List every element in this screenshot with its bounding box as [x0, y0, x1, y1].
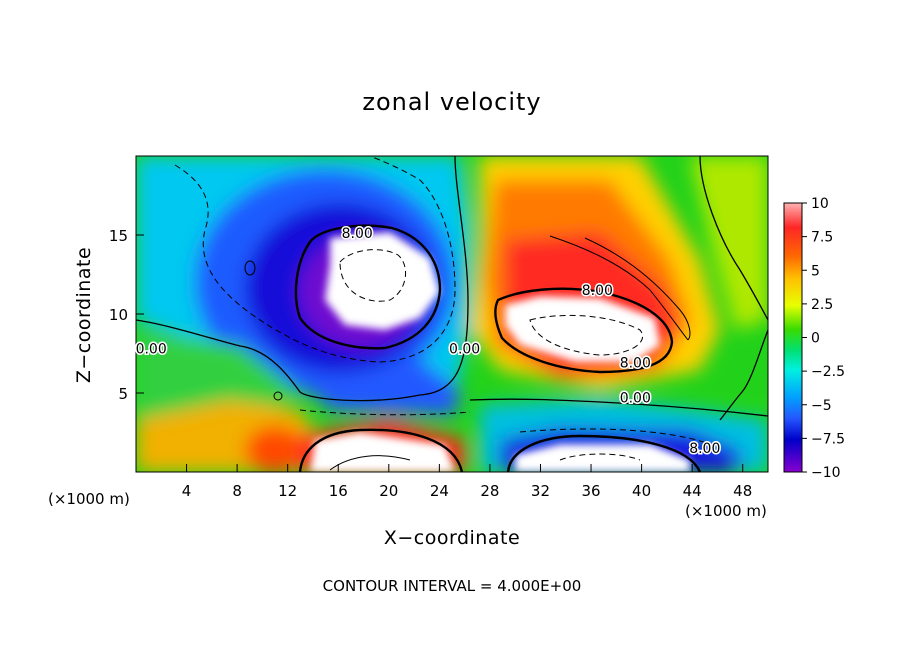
contour-label: 0.00 — [620, 390, 651, 406]
contour-label: 0.00 — [136, 342, 167, 358]
y-tick-label: 10 — [109, 306, 128, 324]
y-axis: 5 10 15 — [109, 227, 144, 403]
contour-label: 8.00 — [342, 226, 373, 242]
colorbar-tick-label: −2.5 — [811, 364, 845, 380]
x-tick-label: 32 — [531, 482, 550, 500]
x-tick-label: 40 — [632, 482, 651, 500]
x-axis-label: X−coordinate — [383, 527, 521, 549]
x-tick-label: 44 — [683, 482, 702, 500]
contour-interval-note: CONTOUR INTERVAL = 4.000E+00 — [322, 577, 582, 595]
x-tick-label: 24 — [430, 482, 449, 500]
colorbar — [783, 202, 803, 473]
x-tick-label: 48 — [733, 482, 752, 500]
x-tick-label: 16 — [329, 482, 348, 500]
y-axis-label: Z−coordinate — [73, 246, 95, 384]
colorbar-tick-label: 5 — [811, 263, 820, 279]
x-unit-left: (×1000 m) — [48, 490, 130, 508]
y-tick-label: 15 — [109, 227, 128, 245]
colorbar-tick-label: 2.5 — [811, 297, 833, 313]
x-unit-right: (×1000 m) — [685, 502, 767, 520]
x-tick-label: 28 — [480, 482, 499, 500]
colorbar-tick-label: −7.5 — [811, 431, 845, 447]
contour-label: 8.00 — [582, 283, 613, 299]
x-tick-label: 12 — [278, 482, 297, 500]
chart-title: zonal velocity — [362, 88, 542, 116]
contour-label: 8.00 — [689, 441, 720, 457]
contour-label: 0.00 — [449, 342, 480, 358]
contour-label: 8.00 — [620, 356, 651, 372]
x-tick-label: 4 — [182, 482, 192, 500]
x-tick-label: 36 — [581, 482, 600, 500]
x-tick-label: 20 — [379, 482, 398, 500]
colorbar-tick-label: 10 — [811, 196, 829, 212]
colorbar-ticks: 10 7.5 5 2.5 0 −2.5 −5 −7.5 −10 — [802, 196, 845, 481]
y-tick-label: 5 — [118, 385, 128, 403]
colorbar-tick-label: −5 — [811, 398, 832, 414]
field-layer — [136, 156, 768, 472]
x-tick-label: 8 — [232, 482, 242, 500]
x-axis: 4 8 12 16 20 24 28 32 36 40 44 48 — [182, 464, 752, 500]
contour-labels: 8.00 8.00 8.00 0.00 0.00 0.00 8.00 — [134, 225, 722, 459]
colorbar-tick-label: 7.5 — [811, 230, 833, 246]
colorbar-tick-label: −10 — [811, 465, 841, 481]
colorbar-tick-label: 0 — [811, 331, 820, 347]
